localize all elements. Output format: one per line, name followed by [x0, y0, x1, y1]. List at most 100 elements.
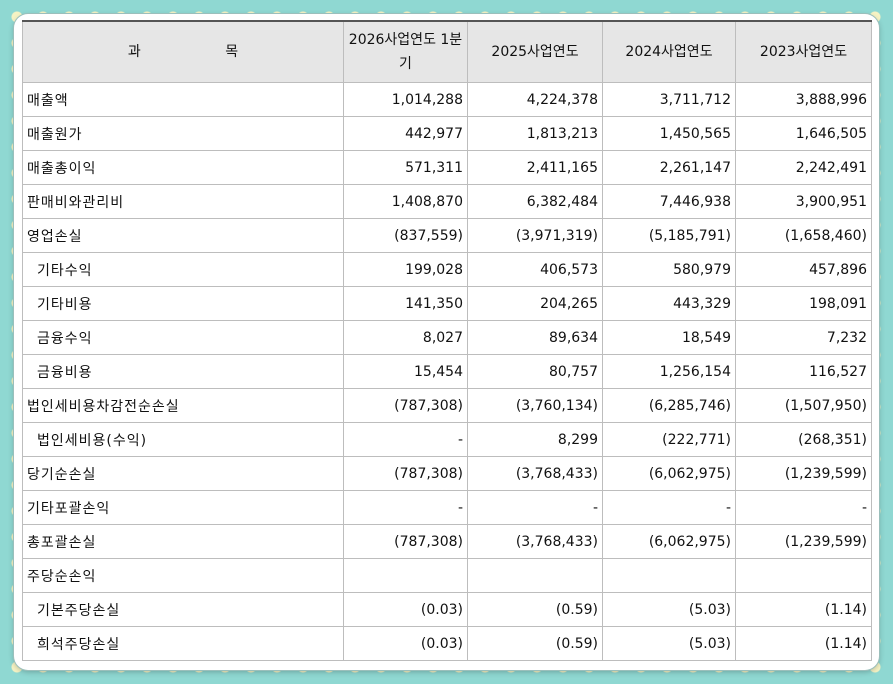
row-label: 법인세비용(수익) [22, 422, 344, 457]
cell-value: (1.14) [735, 626, 872, 661]
cell-value: 457,896 [735, 252, 872, 287]
cell-value: (1,658,460) [735, 218, 872, 253]
cell-value: (3,768,433) [467, 456, 603, 491]
cell-value: (0.59) [467, 626, 603, 661]
table-row: 매출원가 442,977 1,813,213 1,450,565 1,646,5… [22, 116, 872, 151]
table-row: 총포괄손실 (787,308) (3,768,433) (6,062,975) … [22, 524, 872, 559]
income-statement-table: 과 목 2026사업연도 1분기 2025사업연도 2024사업연도 2023사… [22, 20, 872, 661]
header-2024: 2024사업연도 [602, 20, 736, 83]
cell-value [467, 558, 603, 593]
row-label: 기타비용 [22, 286, 344, 321]
cell-value: (787,308) [343, 456, 468, 491]
cell-value: 571,311 [343, 150, 468, 185]
cell-value: (0.59) [467, 592, 603, 627]
cell-value: (3,971,319) [467, 218, 603, 253]
cell-value: 406,573 [467, 252, 603, 287]
cell-value: (1,507,950) [735, 388, 872, 423]
cell-value: 204,265 [467, 286, 603, 321]
cell-value: 2,261,147 [602, 150, 736, 185]
table-row: 주당순손익 [22, 558, 872, 593]
cell-value: (787,308) [343, 524, 468, 559]
cell-value: 3,900,951 [735, 184, 872, 219]
cell-value: 3,711,712 [602, 82, 736, 117]
table-row: 당기순손실 (787,308) (3,768,433) (6,062,975) … [22, 456, 872, 491]
cell-value: 443,329 [602, 286, 736, 321]
cell-value: (0.03) [343, 592, 468, 627]
cell-value: 116,527 [735, 354, 872, 389]
row-label: 매출액 [22, 82, 344, 117]
cell-value: (6,062,975) [602, 524, 736, 559]
cell-value: (5.03) [602, 592, 736, 627]
row-label: 판매비와관리비 [22, 184, 344, 219]
table-row: 법인세비용(수익) - 8,299 (222,771) (268,351) [22, 422, 872, 457]
cell-value: 442,977 [343, 116, 468, 151]
header-2023: 2023사업연도 [735, 20, 872, 83]
cell-value: 7,232 [735, 320, 872, 355]
cell-value: 3,888,996 [735, 82, 872, 117]
cell-value: (5,185,791) [602, 218, 736, 253]
row-label: 총포괄손실 [22, 524, 344, 559]
table-row: 기타비용 141,350 204,265 443,329 198,091 [22, 286, 872, 321]
cell-value: 2,411,165 [467, 150, 603, 185]
cell-value: - [602, 490, 736, 525]
cell-value: (1.14) [735, 592, 872, 627]
cell-value: 18,549 [602, 320, 736, 355]
table-row: 법인세비용차감전순손실 (787,308) (3,760,134) (6,285… [22, 388, 872, 423]
cell-value: (5.03) [602, 626, 736, 661]
row-label: 매출원가 [22, 116, 344, 151]
cell-value: (1,239,599) [735, 456, 872, 491]
cell-value: 1,014,288 [343, 82, 468, 117]
cell-value: (6,062,975) [602, 456, 736, 491]
header-subject: 과 목 [22, 20, 344, 83]
cell-value: 6,382,484 [467, 184, 603, 219]
table-row: 금융수익 8,027 89,634 18,549 7,232 [22, 320, 872, 355]
row-label: 영업손실 [22, 218, 344, 253]
cell-value: - [343, 490, 468, 525]
cell-value: 7,446,938 [602, 184, 736, 219]
row-label: 기타포괄손익 [22, 490, 344, 525]
cell-value: 1,450,565 [602, 116, 736, 151]
statement-card: 과 목 2026사업연도 1분기 2025사업연도 2024사업연도 2023사… [14, 14, 879, 670]
row-label: 당기순손실 [22, 456, 344, 491]
cell-value [602, 558, 736, 593]
cell-value: (222,771) [602, 422, 736, 457]
cell-value: (0.03) [343, 626, 468, 661]
cell-value: (3,768,433) [467, 524, 603, 559]
table-row: 기본주당손실 (0.03) (0.59) (5.03) (1.14) [22, 592, 872, 627]
cell-value: - [467, 490, 603, 525]
cell-value: (837,559) [343, 218, 468, 253]
table-row: 매출총이익 571,311 2,411,165 2,261,147 2,242,… [22, 150, 872, 185]
cell-value [343, 558, 468, 593]
cell-value: 8,027 [343, 320, 468, 355]
cell-value: 199,028 [343, 252, 468, 287]
cell-value: (268,351) [735, 422, 872, 457]
table-row: 희석주당손실 (0.03) (0.59) (5.03) (1.14) [22, 626, 872, 661]
row-label: 매출총이익 [22, 150, 344, 185]
cell-value: (3,760,134) [467, 388, 603, 423]
header-row: 과 목 2026사업연도 1분기 2025사업연도 2024사업연도 2023사… [22, 20, 872, 83]
cell-value: - [735, 490, 872, 525]
row-label: 기타수익 [22, 252, 344, 287]
cell-value: 1,813,213 [467, 116, 603, 151]
table-row: 영업손실 (837,559) (3,971,319) (5,185,791) (… [22, 218, 872, 253]
cell-value: 80,757 [467, 354, 603, 389]
table-row: 기타수익 199,028 406,573 580,979 457,896 [22, 252, 872, 287]
cell-value: 15,454 [343, 354, 468, 389]
cell-value: (6,285,746) [602, 388, 736, 423]
cell-value [735, 558, 872, 593]
row-label: 주당순손익 [22, 558, 344, 593]
table-row: 매출액 1,014,288 4,224,378 3,711,712 3,888,… [22, 82, 872, 117]
cell-value: (1,239,599) [735, 524, 872, 559]
cell-value: 580,979 [602, 252, 736, 287]
row-label: 희석주당손실 [22, 626, 344, 661]
header-2025: 2025사업연도 [467, 20, 603, 83]
table-row: 금융비용 15,454 80,757 1,256,154 116,527 [22, 354, 872, 389]
cell-value: 1,408,870 [343, 184, 468, 219]
header-2026q1: 2026사업연도 1분기 [343, 20, 468, 83]
row-label: 금융비용 [22, 354, 344, 389]
cell-value: 141,350 [343, 286, 468, 321]
row-label: 금융수익 [22, 320, 344, 355]
cell-value: 8,299 [467, 422, 603, 457]
table-row: 기타포괄손익 - - - - [22, 490, 872, 525]
row-label: 법인세비용차감전순손실 [22, 388, 344, 423]
